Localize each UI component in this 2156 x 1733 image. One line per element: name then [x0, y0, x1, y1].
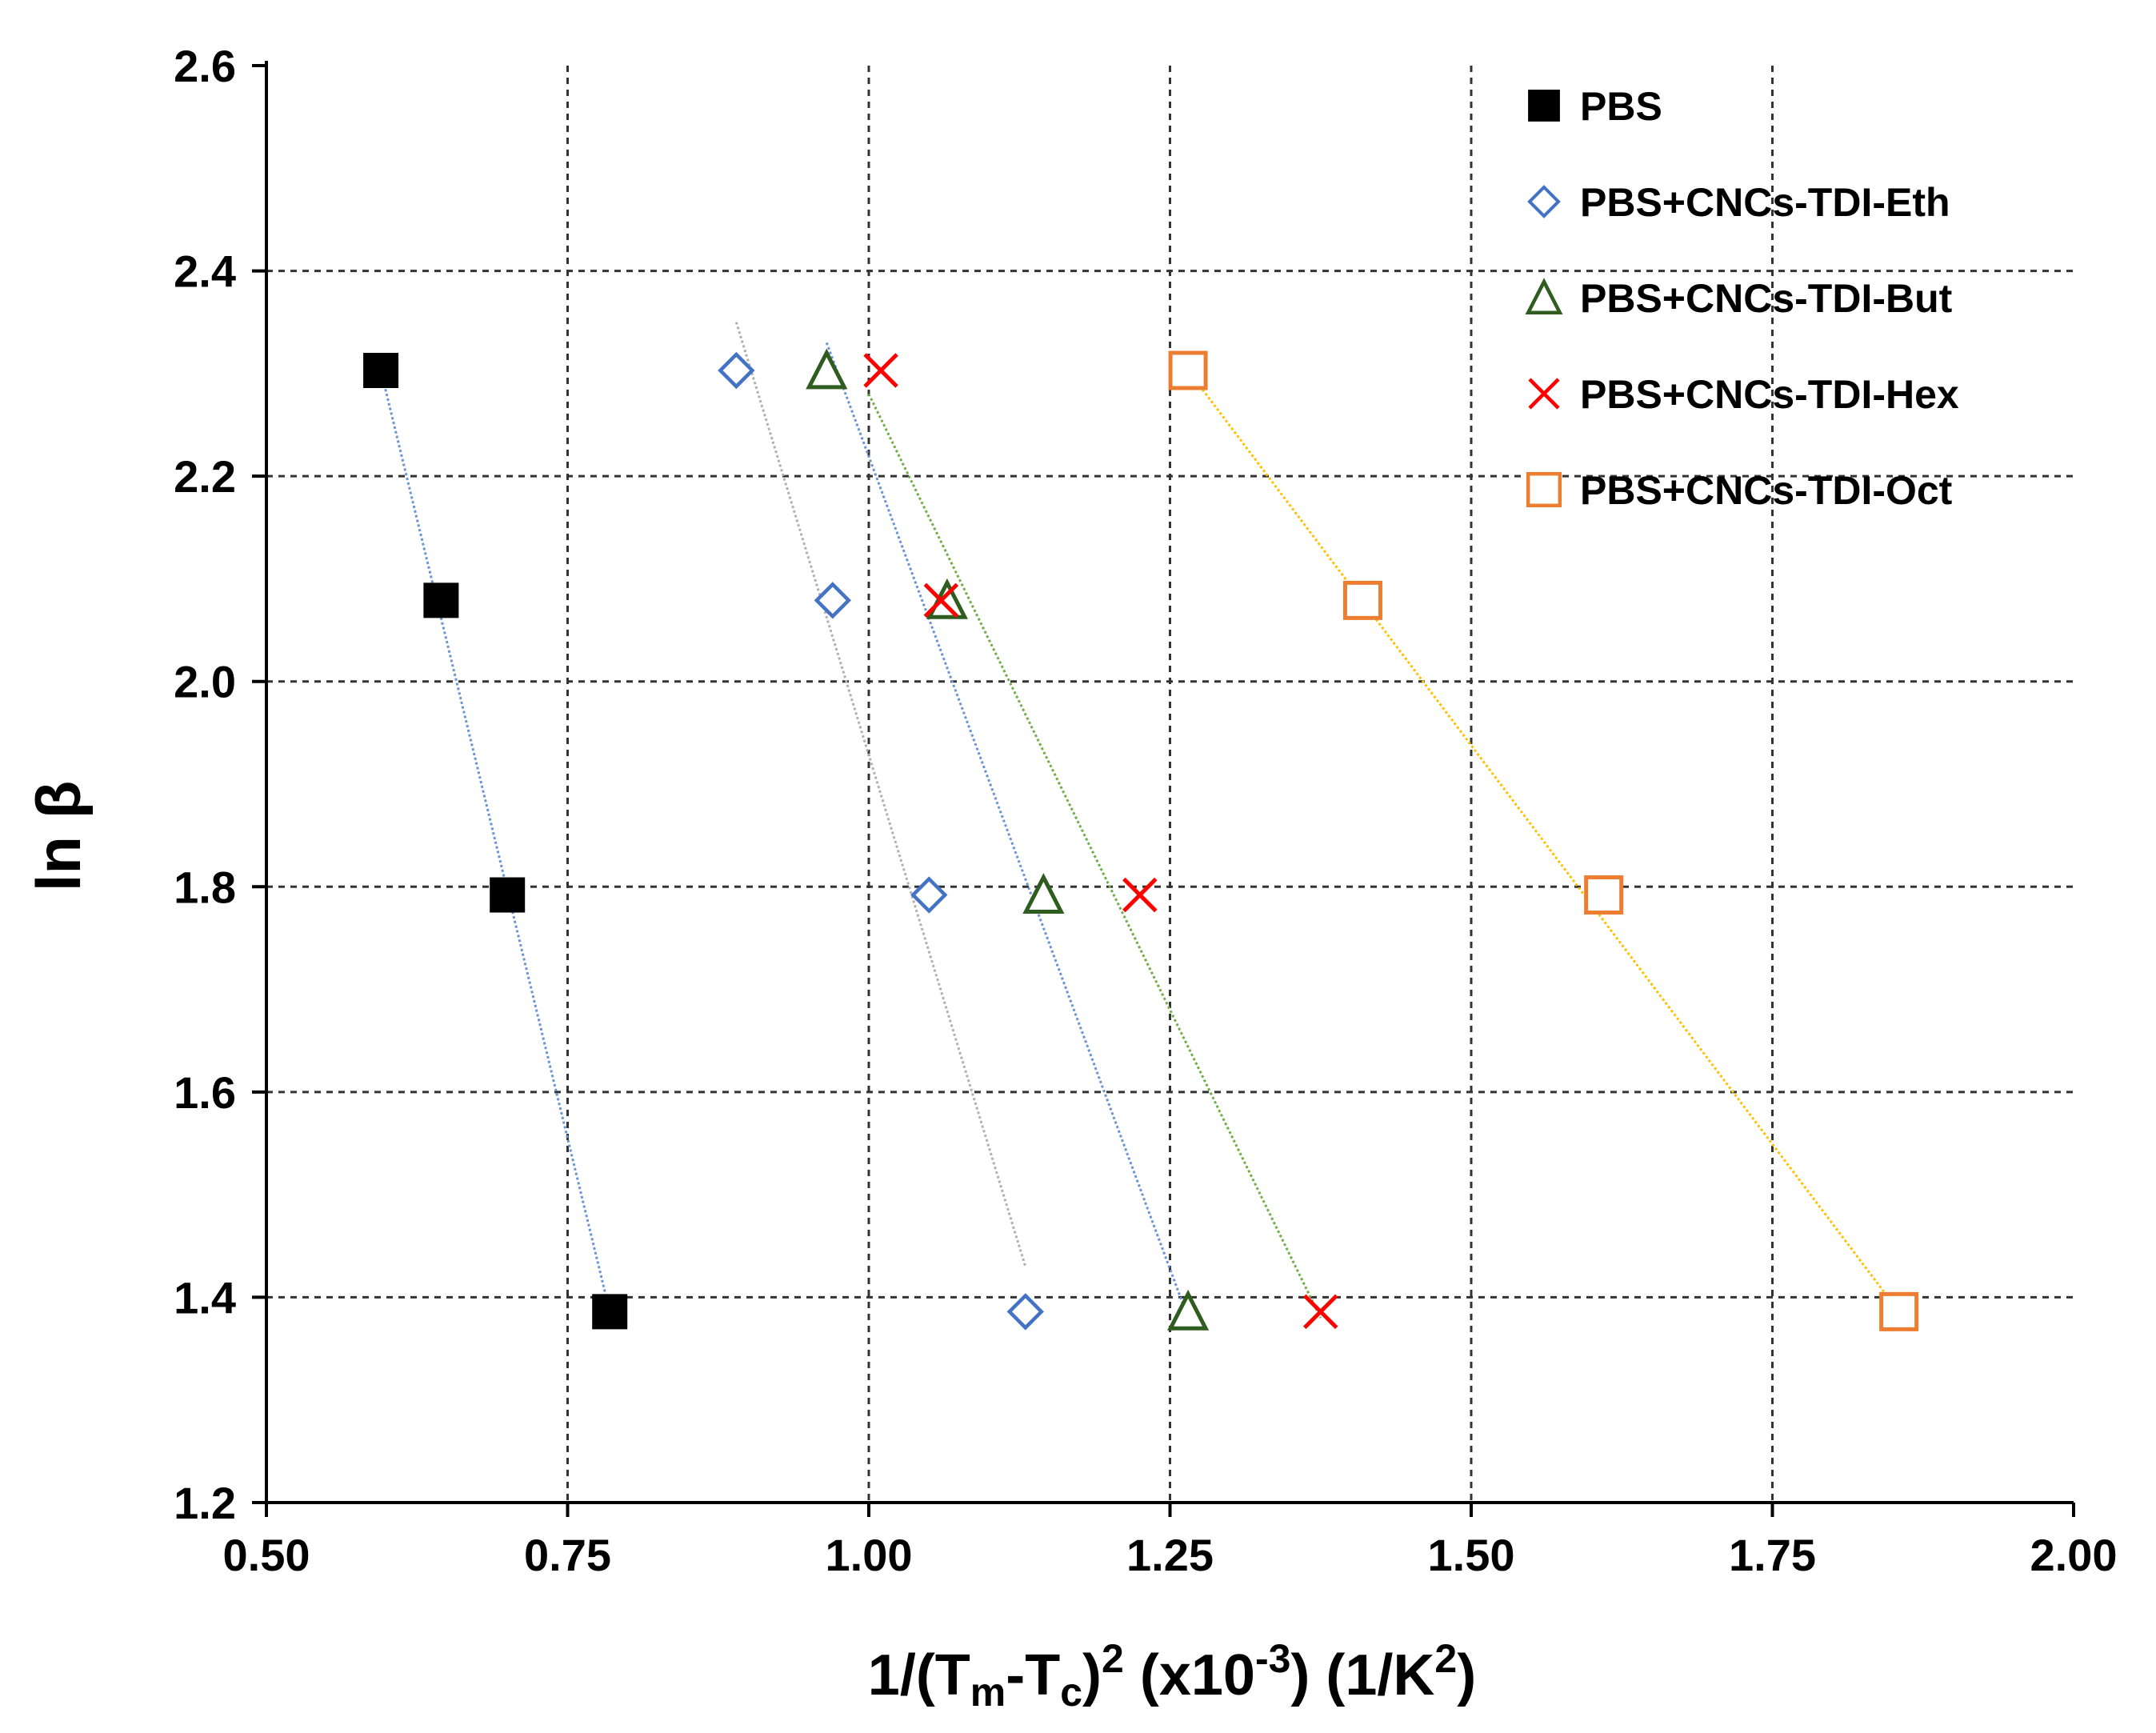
legend-label-1: PBS — [1580, 84, 1662, 129]
legend-label-2: PBS+CNCs-TDI-Eth — [1580, 180, 1950, 225]
point-series-2 — [814, 582, 852, 619]
x-tick-label: 0.50 — [223, 1530, 310, 1580]
y-tick-labels: 1.2 1.4 1.6 1.8 2.0 2.2 2.4 2.6 — [174, 41, 236, 1528]
x-tick-label: 1.75 — [1729, 1530, 1816, 1580]
trendline-series-4 — [867, 393, 1322, 1319]
point-series-3 — [806, 348, 848, 390]
legend-marker-4 — [1528, 378, 1560, 410]
trendline-series-3 — [825, 342, 1190, 1319]
x-tick-label: 1.00 — [826, 1530, 913, 1580]
point-series-4 — [923, 582, 959, 618]
point-series-4 — [1122, 877, 1158, 913]
y-tick-label: 1.8 — [174, 862, 236, 912]
point-series-3 — [926, 578, 968, 619]
y-axis-title: ln β — [23, 781, 94, 892]
x-tick-label: 0.75 — [524, 1530, 611, 1580]
grid — [266, 66, 2074, 1503]
legend-label-3: PBS+CNCs-TDI-But — [1580, 276, 1953, 321]
point-series-5 — [1879, 1291, 1919, 1331]
y-tick-label: 2.4 — [174, 246, 236, 297]
y-tick-label: 2.6 — [174, 41, 236, 91]
point-series-3 — [1022, 873, 1065, 914]
y-tick-label: 2.0 — [174, 657, 236, 707]
x-tick-labels: 0.50 0.75 1.00 1.25 1.50 1.75 2.00 — [223, 1530, 2118, 1580]
trendline-series-2 — [734, 322, 1027, 1267]
y-tick-label: 1.4 — [174, 1272, 236, 1323]
x-axis-title: 1/(Tm-Tc)2 (x10-3) (1/K2) — [868, 1636, 1476, 1715]
trendlines — [379, 322, 1900, 1319]
point-series-1 — [423, 582, 459, 618]
y-tick-label: 1.2 — [174, 1478, 236, 1528]
legend-marker-3 — [1525, 278, 1563, 315]
legend-label-4: PBS+CNCs-TDI-Hex — [1580, 372, 1959, 417]
axes — [252, 61, 2075, 1517]
point-series-4 — [863, 353, 898, 388]
y-tick-label: 1.6 — [174, 1067, 236, 1118]
point-series-5 — [1168, 350, 1208, 390]
point-series-2 — [910, 876, 948, 914]
point-series-1 — [363, 353, 399, 389]
legend: PBS PBS+CNCs-TDI-Eth PBS+CNCs-TDI-But PBS+C… — [1525, 84, 1959, 513]
point-series-1 — [592, 1294, 628, 1330]
x-tick-label: 1.50 — [1428, 1530, 1515, 1580]
legend-marker-5 — [1526, 471, 1562, 508]
point-series-5 — [1584, 875, 1624, 915]
trendline-series-1 — [379, 370, 611, 1312]
point-series-2 — [1006, 1293, 1044, 1331]
legend-marker-1 — [1528, 90, 1560, 122]
y-tick-label: 2.2 — [174, 451, 236, 502]
legend-label-5: PBS+CNCs-TDI-Oct — [1580, 468, 1953, 513]
point-series-1 — [490, 877, 526, 913]
point-series-4 — [1302, 1294, 1338, 1330]
x-tick-label: 2.00 — [2030, 1530, 2118, 1580]
point-series-3 — [1166, 1289, 1210, 1331]
legend-marker-2 — [1527, 185, 1561, 218]
point-series-2 — [718, 351, 755, 390]
data-points — [363, 348, 1919, 1331]
point-series-5 — [1342, 580, 1382, 620]
x-tick-label: 1.25 — [1126, 1530, 1214, 1580]
